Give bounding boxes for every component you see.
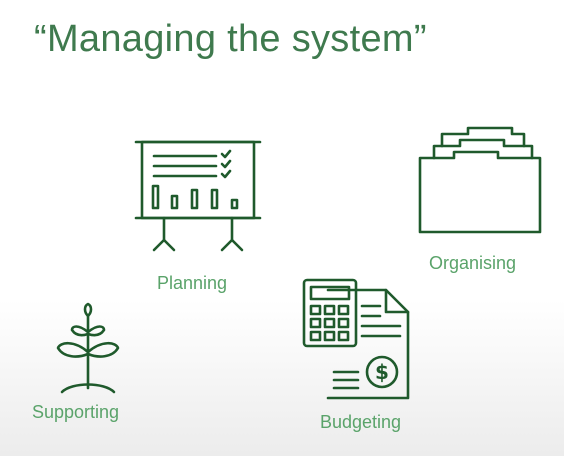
svg-text:$: $	[375, 360, 389, 384]
label-supporting: Supporting	[32, 402, 120, 422]
label-organising: Organising	[429, 253, 517, 273]
slide-title: “Managing the system”	[34, 18, 427, 60]
label-planning: Planning	[157, 273, 228, 293]
presentation-board-icon	[134, 140, 262, 252]
folders-icon	[418, 126, 542, 234]
plant-icon	[56, 302, 120, 394]
label-budgeting: Budgeting	[320, 412, 402, 432]
calculator-invoice-icon: $	[302, 278, 410, 400]
